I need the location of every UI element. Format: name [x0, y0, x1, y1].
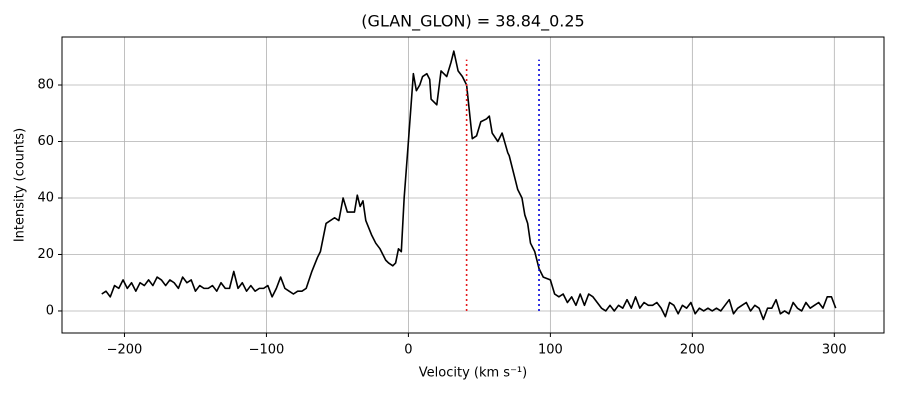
y-tick-label: 0 [46, 303, 54, 318]
y-tick-label: 80 [37, 78, 54, 93]
spectrum-line [101, 50, 837, 321]
chart-title: (GLAN_GLON) = 38.84_0.25 [361, 12, 584, 32]
x-tick-label: 200 [680, 343, 705, 358]
x-tick-label: 300 [822, 343, 847, 358]
y-tick-label: 20 [37, 247, 54, 262]
x-axis-label: Velocity (km s⁻¹) [419, 366, 527, 381]
y-tick-label: 40 [37, 190, 54, 205]
plot-frame [61, 36, 885, 334]
x-tick-label: −200 [107, 343, 143, 358]
y-tick-label: 60 [37, 134, 54, 149]
x-tick-label: 0 [404, 343, 412, 358]
x-tick-label: −100 [249, 343, 285, 358]
y-axis-label: Intensity (counts) [13, 128, 28, 242]
x-tick-label: 100 [538, 343, 563, 358]
